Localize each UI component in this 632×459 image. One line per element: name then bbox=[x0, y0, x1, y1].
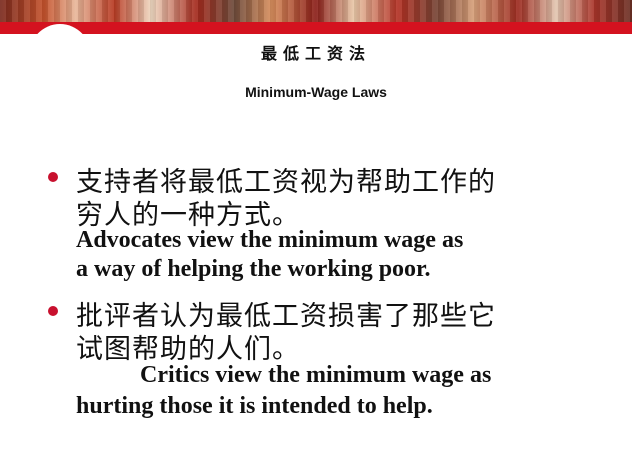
bullet-1-chinese-line-1: 支持者将最低工资视为帮助工作的 bbox=[76, 167, 496, 198]
header-photo-strip bbox=[0, 0, 632, 22]
bullet-dot-1 bbox=[48, 172, 58, 182]
bullet-2-english-line-1: Critics view the minimum wage as bbox=[140, 362, 492, 388]
bullet-dot-2 bbox=[48, 306, 58, 316]
slide-title-english: Minimum-Wage Laws bbox=[245, 84, 387, 100]
bullet-2-chinese-line-2: 试图帮助的人们。 bbox=[76, 334, 300, 365]
bullet-1-english-line-1: Advocates view the minimum wage as bbox=[76, 227, 464, 253]
slide-title-chinese: 最低工资法 bbox=[260, 44, 371, 63]
bullet-2-english-line-2: hurting those it is intended to help. bbox=[76, 393, 433, 419]
header-red-band bbox=[0, 22, 632, 34]
bullet-1-english-line-2: a way of helping the working poor. bbox=[76, 256, 431, 282]
bullet-2-chinese-line-1: 批评者认为最低工资损害了那些它 bbox=[76, 301, 496, 332]
bullet-1-chinese-line-2: 穷人的一种方式。 bbox=[76, 200, 300, 231]
